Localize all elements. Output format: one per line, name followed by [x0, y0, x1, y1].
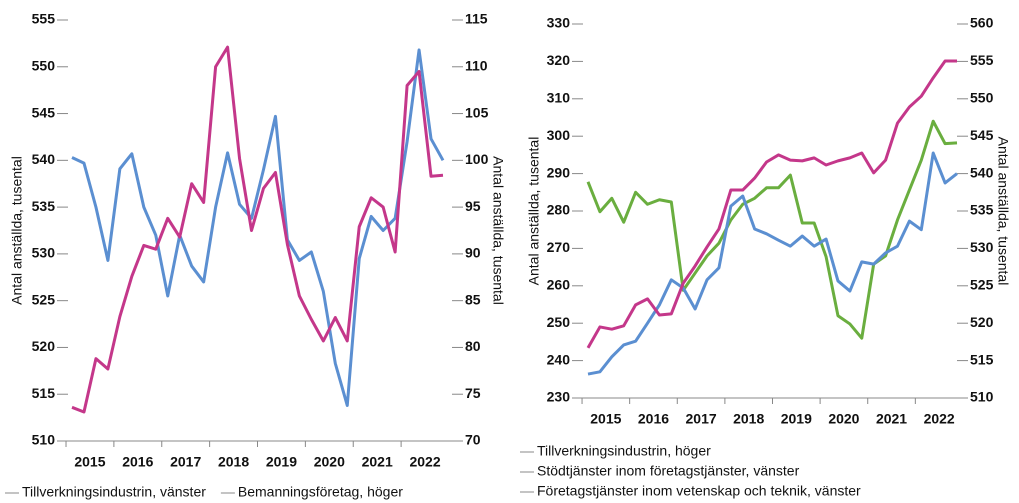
y2-tick-label: 90	[465, 245, 481, 261]
y2-tick-label: 560	[970, 15, 994, 31]
x-tick-label: 2020	[314, 454, 345, 470]
y-tick-label: 535	[32, 198, 56, 214]
y2-tick-label: 515	[970, 351, 994, 367]
y-tick-label: 280	[547, 202, 571, 218]
y-tick-label: 540	[32, 151, 56, 167]
x-tick-label: 2020	[828, 411, 859, 427]
x-tick-label: 2017	[170, 454, 201, 470]
y-tick-label: 520	[32, 338, 56, 354]
x-tick-label: 2016	[122, 454, 153, 470]
y2-tick-label: 520	[970, 314, 994, 330]
y2-tick-label: 80	[465, 338, 481, 354]
y2-tick-label: 540	[970, 164, 994, 180]
legend-label: Stödtjänster inom företagstjänster, väns…	[537, 463, 800, 479]
y2-tick-label: 70	[465, 432, 481, 448]
series-line	[71, 48, 445, 407]
y2-tick-label: 525	[970, 277, 994, 293]
y2-tick-label: 555	[970, 52, 994, 68]
y2-tick-label: 550	[970, 90, 994, 106]
x-tick-label: 2017	[686, 411, 717, 427]
y2-tick-label: 110	[465, 57, 488, 73]
y-axis-label: Antal anställda, tusental	[526, 137, 542, 286]
y-tick-label: 260	[547, 277, 571, 293]
legend-label: Tillverkningsindustrin, vänster	[22, 484, 206, 500]
series-line	[586, 59, 957, 349]
y-tick-label: 290	[547, 164, 571, 180]
y2-tick-label: 95	[465, 198, 481, 214]
legend-label: Bemanningsföretag, höger	[238, 484, 403, 500]
legend-label: Tillverkningsindustrin, höger	[537, 443, 711, 459]
y-tick-label: 250	[547, 314, 571, 330]
y-tick-label: 550	[32, 57, 56, 73]
y2-tick-label: 115	[465, 11, 488, 27]
y-tick-label: 300	[547, 127, 571, 143]
x-tick-label: 2018	[218, 454, 249, 470]
y2-axis-label: Antal anställda, tusental	[490, 156, 506, 305]
legend-label: Företagstjänster inom vetenskap och tekn…	[537, 483, 861, 499]
y2-tick-label: 510	[970, 389, 994, 405]
y-tick-label: 545	[32, 104, 56, 120]
series-line	[587, 151, 958, 376]
x-tick-label: 2016	[638, 411, 669, 427]
y-tick-label: 310	[547, 90, 571, 106]
y-tick-label: 515	[32, 385, 56, 401]
y-tick-label: 330	[547, 15, 571, 31]
y-tick-label: 270	[547, 239, 571, 255]
y-axis-label: Antal anställda, tusental	[9, 156, 25, 305]
y2-tick-label: 105	[465, 104, 489, 120]
x-tick-label: 2015	[590, 411, 621, 427]
y-tick-label: 230	[547, 389, 571, 405]
series-line	[586, 119, 958, 340]
y-tick-label: 320	[547, 52, 571, 68]
y2-tick-label: 535	[970, 202, 994, 218]
y2-tick-label: 85	[465, 291, 481, 307]
x-tick-label: 2019	[781, 411, 812, 427]
x-tick-label: 2015	[74, 454, 105, 470]
x-tick-label: 2018	[733, 411, 764, 427]
y2-tick-label: 530	[970, 239, 994, 255]
x-tick-label: 2021	[876, 411, 907, 427]
x-tick-label: 2022	[924, 411, 955, 427]
y2-tick-label: 545	[970, 127, 994, 143]
x-tick-label: 2022	[409, 454, 440, 470]
x-tick-label: 2019	[266, 454, 297, 470]
y-tick-label: 530	[32, 245, 56, 261]
y-tick-label: 510	[32, 432, 56, 448]
x-tick-label: 2021	[362, 454, 393, 470]
y-tick-label: 525	[32, 291, 56, 307]
y2-axis-label: Antal anställda, tusental	[995, 137, 1011, 286]
y-tick-label: 240	[547, 351, 571, 367]
y-tick-label: 555	[32, 11, 56, 27]
y2-tick-label: 100	[465, 151, 489, 167]
y2-tick-label: 75	[465, 385, 481, 401]
series-line	[71, 45, 444, 414]
